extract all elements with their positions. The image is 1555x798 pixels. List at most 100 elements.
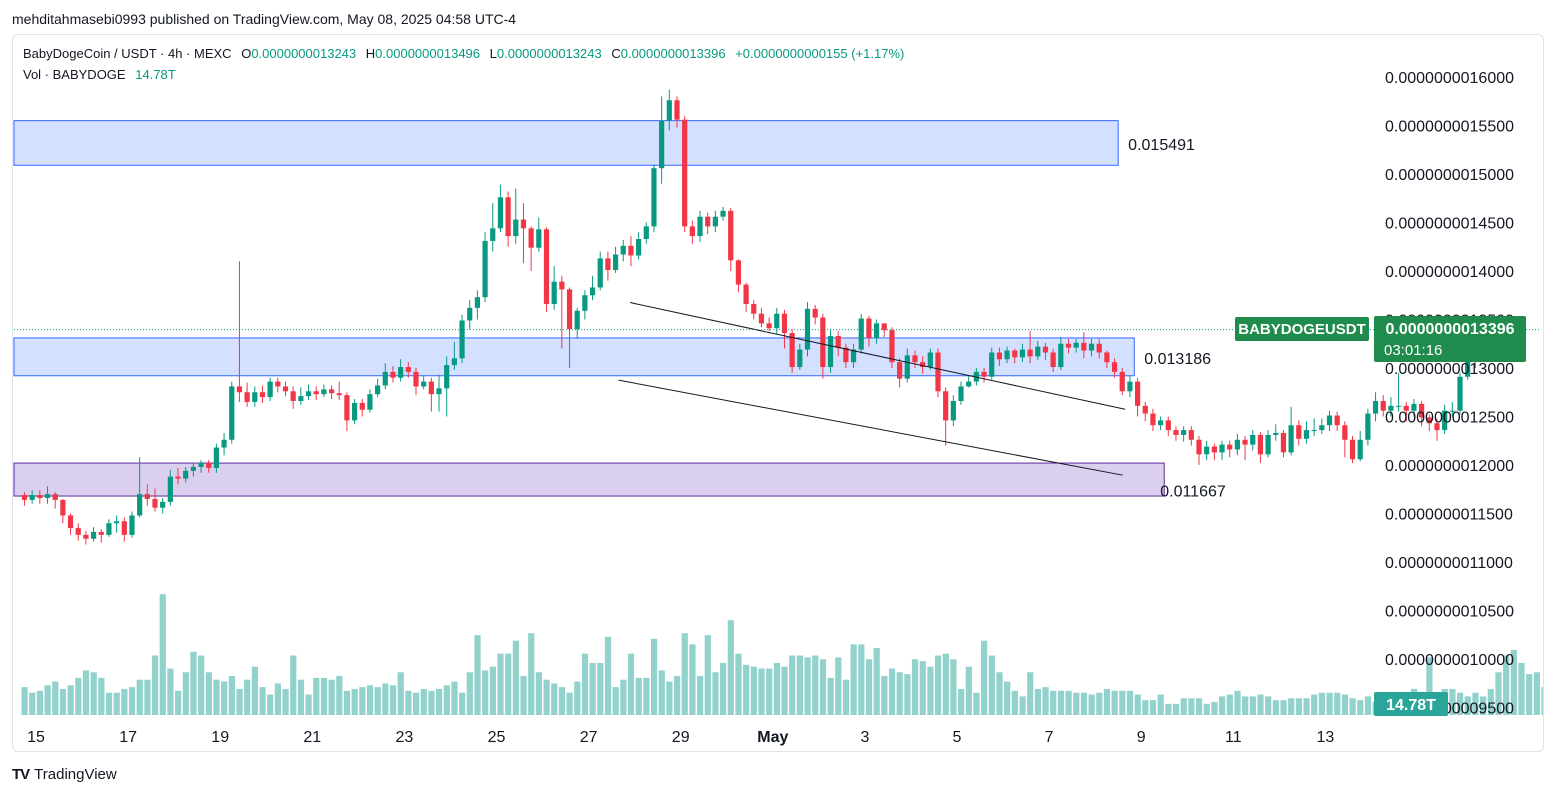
candle-body xyxy=(236,386,243,393)
candle-body xyxy=(582,295,588,311)
candle-body xyxy=(413,371,419,387)
candle-body xyxy=(359,402,365,410)
candle-body xyxy=(1449,410,1455,412)
candle-body xyxy=(459,320,465,359)
time-tick-label: 23 xyxy=(396,729,414,746)
candle-body xyxy=(290,391,296,401)
candle-body xyxy=(712,216,718,227)
candle-body xyxy=(1088,343,1095,351)
candle-body xyxy=(804,308,811,350)
candle-body xyxy=(743,284,749,304)
candle-body xyxy=(889,330,895,363)
candle-body xyxy=(1357,439,1363,460)
volume-bar xyxy=(497,653,504,715)
candle-body xyxy=(943,391,949,421)
candle-body xyxy=(927,352,933,368)
volume-bar xyxy=(1211,701,1218,715)
candle-body xyxy=(1250,434,1256,445)
time-tick-label: 13 xyxy=(1317,729,1335,746)
volume-bar xyxy=(1165,703,1172,715)
candle-body xyxy=(344,395,350,421)
candle-body xyxy=(666,100,672,121)
time-tick-label: 11 xyxy=(1225,729,1242,746)
volume-bar xyxy=(773,662,780,715)
volume-bar xyxy=(29,692,36,715)
candle-body xyxy=(1211,446,1217,453)
candle-body xyxy=(1342,425,1348,440)
volume-bar xyxy=(136,679,143,715)
volume-bar xyxy=(1349,698,1356,715)
price-tick-label: 0.0000000010500 xyxy=(1385,604,1514,621)
chart-canvas[interactable]: 0.015491 0.013186 0.011667 0.0000000016000… xyxy=(13,35,1543,751)
volume-bar xyxy=(911,659,919,715)
volume-label[interactable]: Vol · BABYDOGE xyxy=(23,67,126,82)
candle-body xyxy=(1181,430,1187,435)
volume-bar xyxy=(397,672,404,715)
tradingview-brand[interactable]: TradingView xyxy=(34,766,117,783)
price-tick-label: 0.0000000014500 xyxy=(1385,216,1514,233)
volume-bar xyxy=(267,694,274,715)
candle-body xyxy=(474,297,481,308)
volume-bar xyxy=(221,681,228,715)
candle-body xyxy=(21,495,28,500)
time-axis[interactable]: 15 17 19 21 23 25 27 29 May 3 5 7 9 11 13 xyxy=(27,729,1334,746)
volume-bar xyxy=(1249,696,1256,715)
candle-body xyxy=(282,386,289,392)
time-tick-label: 29 xyxy=(672,729,690,746)
candle-body xyxy=(298,396,304,401)
open-value: 0.0000000013243 xyxy=(251,46,357,61)
candle-body xyxy=(897,362,903,379)
candle-body xyxy=(1273,432,1279,435)
volume-bar xyxy=(551,683,558,715)
chart-frame[interactable]: 0.015491 0.013186 0.011667 0.0000000016000… xyxy=(12,34,1544,752)
candle-body xyxy=(375,385,381,395)
volume-bar xyxy=(958,688,965,715)
volume-bar xyxy=(873,648,880,715)
volume-bar xyxy=(274,683,282,715)
candle-body xyxy=(167,476,173,502)
volume-bar xyxy=(934,655,942,715)
volume-bar xyxy=(1303,698,1310,715)
candle-body xyxy=(1280,432,1287,453)
legend-symbol[interactable]: BabyDogeCoin / USDT · 4h · MEXC xyxy=(23,46,232,61)
volume-bar xyxy=(1103,688,1111,715)
candle-body xyxy=(682,119,688,227)
candle-body xyxy=(950,400,956,421)
volume-bar xyxy=(1541,687,1543,715)
volume-bar xyxy=(743,664,750,715)
price-axis[interactable]: 0.0000000016000 0.0000000015500 0.00000000… xyxy=(1385,70,1514,718)
volume-tag-bg xyxy=(1374,692,1448,716)
volume-bar xyxy=(305,694,312,715)
candle-body xyxy=(213,447,220,468)
volume-bar xyxy=(689,644,696,715)
candle-body xyxy=(106,523,112,535)
time-tick-label: 17 xyxy=(119,729,137,746)
candle-body xyxy=(827,335,834,368)
tradingview-logo-icon[interactable]: TV xyxy=(12,766,30,783)
candle-body xyxy=(421,381,427,387)
price-tick-label: 0.0000000012500 xyxy=(1385,410,1514,427)
volume-bar xyxy=(428,690,435,715)
symbol-tag-bg xyxy=(1235,317,1369,341)
candle-body xyxy=(482,240,488,298)
candle-body xyxy=(1104,352,1110,363)
candle-body xyxy=(1035,346,1041,357)
candle-body xyxy=(766,323,772,329)
high-value: 0.0000000013496 xyxy=(375,46,481,61)
candle-body xyxy=(152,498,158,508)
candle-body xyxy=(789,333,795,368)
candle-body xyxy=(244,392,250,402)
volume-bar xyxy=(558,687,566,715)
volume-bar xyxy=(942,653,949,715)
volume-bar xyxy=(366,685,374,715)
low-label: L xyxy=(489,46,497,61)
volume-bar xyxy=(128,687,136,715)
volume-bar xyxy=(574,681,581,715)
volume-bar xyxy=(666,681,673,715)
candle-body xyxy=(436,388,442,395)
volume-bar xyxy=(581,653,589,715)
volume-bar xyxy=(412,692,420,715)
volume-bar xyxy=(827,677,834,715)
zone-rect-0 xyxy=(13,120,1119,166)
volume-bar xyxy=(1180,698,1187,715)
